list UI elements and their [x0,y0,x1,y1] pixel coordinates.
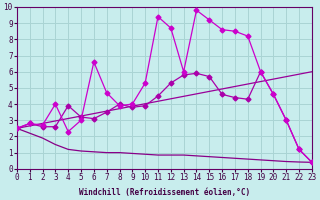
X-axis label: Windchill (Refroidissement éolien,°C): Windchill (Refroidissement éolien,°C) [79,188,250,197]
